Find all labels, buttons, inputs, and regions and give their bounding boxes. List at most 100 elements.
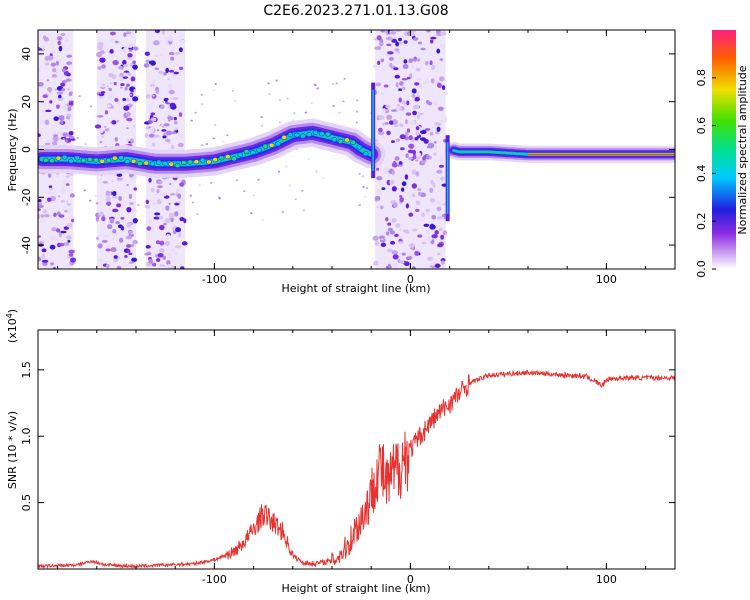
noise-speckle xyxy=(111,180,114,183)
noise-speckle xyxy=(431,64,435,70)
noise-speckle xyxy=(52,136,59,142)
noise-speckle xyxy=(383,167,390,172)
ridge-peak xyxy=(218,155,225,161)
noise-speckle xyxy=(436,126,441,132)
spectrogram-y-label: Frequency (Hz) xyxy=(6,109,19,192)
noise-speckle xyxy=(427,256,434,261)
noise-speckle xyxy=(437,243,444,248)
noise-speckle xyxy=(212,89,216,92)
noise-speckle xyxy=(151,142,156,147)
noise-speckle xyxy=(331,83,335,86)
noise-speckle xyxy=(62,180,67,185)
ridge-peak xyxy=(74,155,81,161)
noise-speckle xyxy=(161,193,167,197)
noise-speckle xyxy=(105,248,112,252)
noise-speckle xyxy=(382,68,386,72)
noise-speckle xyxy=(118,237,124,243)
noise-speckle xyxy=(407,256,413,260)
noise-speckle xyxy=(96,219,99,222)
noise-speckle xyxy=(173,116,177,121)
ridge-peak xyxy=(231,156,237,162)
noise-speckle xyxy=(126,127,129,130)
snr-y-label: SNR (10 * v/v) xyxy=(6,411,19,489)
snr-frame xyxy=(37,329,676,570)
noise-speckle xyxy=(358,204,361,207)
noise-speckle xyxy=(420,47,426,51)
noise-speckle xyxy=(394,48,400,51)
noise-speckle xyxy=(260,115,263,118)
noise-speckle xyxy=(150,225,154,232)
noise-speckle xyxy=(55,175,59,178)
noise-speckle xyxy=(71,218,75,223)
snr-panel: -100 0 100 0.5 1.0 1.5 Height of straight lin… xyxy=(5,309,676,595)
noise-speckle xyxy=(170,192,176,196)
ridge-peak xyxy=(99,158,106,164)
noise-speckle xyxy=(167,65,171,69)
noise-speckle xyxy=(109,219,114,224)
noise-speckle xyxy=(143,63,150,68)
noise-speckle xyxy=(390,31,397,35)
noise-speckle xyxy=(404,119,408,125)
noise-speckle xyxy=(414,96,420,102)
noise-speckle xyxy=(374,46,379,50)
noise-speckle xyxy=(429,187,434,193)
noise-speckle xyxy=(376,35,382,41)
noise-speckle xyxy=(114,40,119,44)
noise-speckle xyxy=(411,88,417,94)
noise-speckle xyxy=(430,36,437,40)
noise-speckle xyxy=(123,46,127,53)
noise-speckle xyxy=(154,67,159,71)
noise-speckle xyxy=(178,201,181,204)
noise-speckle xyxy=(122,98,127,101)
noise-speckle xyxy=(405,229,410,234)
noise-speckle xyxy=(52,133,55,136)
spectrogram-y-tick-label: 20 xyxy=(20,95,33,109)
ridge-peak xyxy=(80,158,87,164)
snr-ticks: -100 0 100 0.5 1.0 1.5 xyxy=(20,330,675,586)
noise-speckle xyxy=(394,156,400,161)
noise-speckle xyxy=(172,74,177,78)
noise-speckle xyxy=(89,199,92,202)
noise-speckle xyxy=(374,199,378,202)
colorbar-tick-label: 0.0 xyxy=(695,260,708,278)
noise-speckle xyxy=(165,205,170,211)
noise-speckle xyxy=(415,77,423,82)
noise-speckle xyxy=(395,82,399,88)
noise-speckle xyxy=(60,91,63,94)
noise-speckle xyxy=(153,40,160,46)
noise-speckle xyxy=(148,133,155,138)
noise-speckle xyxy=(408,243,415,248)
noise-speckle xyxy=(178,232,182,238)
noise-speckle xyxy=(170,131,177,135)
noise-speckle xyxy=(380,30,386,33)
noise-speckle xyxy=(126,83,130,87)
noise-speckle xyxy=(286,97,289,100)
noise-speckle xyxy=(431,214,437,220)
noise-speckle xyxy=(129,202,134,205)
noise-speckle xyxy=(127,56,132,60)
noise-speckle xyxy=(39,218,45,223)
noise-speckle xyxy=(97,41,104,47)
noise-speckle xyxy=(46,87,53,92)
noise-speckle xyxy=(205,143,208,146)
noise-speckle xyxy=(377,60,381,65)
noise-speckle xyxy=(53,212,57,218)
noise-speckle xyxy=(398,241,405,244)
noise-speckle xyxy=(107,94,114,100)
noise-speckle xyxy=(113,258,118,263)
noise-speckle xyxy=(153,216,161,220)
ridge-peak xyxy=(199,157,206,163)
noise-speckle xyxy=(148,126,151,129)
noise-speckle xyxy=(167,116,174,121)
noise-speckle xyxy=(405,203,410,209)
noise-speckle xyxy=(385,104,391,109)
noise-speckle xyxy=(68,130,74,136)
spectrogram-image xyxy=(38,30,675,269)
noise-speckle xyxy=(98,93,105,97)
noise-speckle xyxy=(161,129,167,132)
noise-speckle xyxy=(65,183,70,186)
noise-speckle xyxy=(131,207,137,214)
noise-speckle xyxy=(38,208,41,212)
ridge-peak xyxy=(111,155,118,161)
noise-speckle xyxy=(386,114,393,120)
